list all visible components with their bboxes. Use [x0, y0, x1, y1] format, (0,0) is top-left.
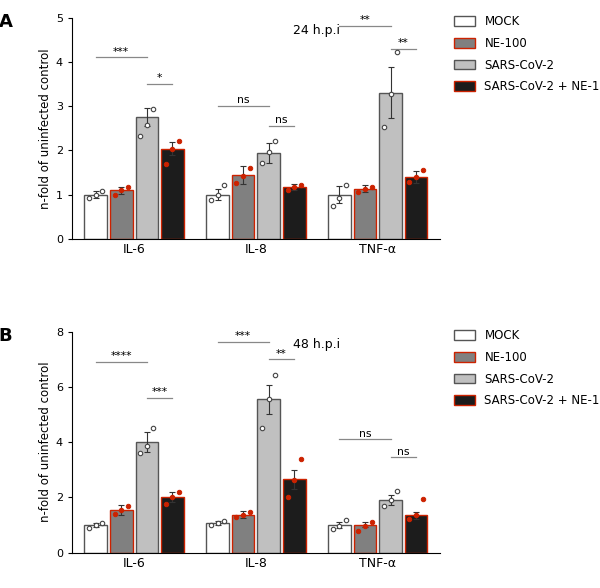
Text: ns: ns: [359, 429, 371, 439]
Bar: [161, 149, 184, 239]
Text: B: B: [0, 327, 12, 345]
Legend: MOCK, NE-100, SARS-CoV-2, SARS-CoV-2 + NE-100: MOCK, NE-100, SARS-CoV-2, SARS-CoV-2 + N…: [451, 326, 600, 410]
Bar: [110, 510, 133, 553]
Bar: [379, 500, 402, 553]
Text: **: **: [359, 15, 370, 25]
Bar: [85, 525, 107, 553]
Text: A: A: [0, 13, 13, 31]
Bar: [206, 195, 229, 239]
Bar: [161, 497, 184, 553]
Bar: [110, 190, 133, 239]
Text: *: *: [157, 74, 163, 83]
Legend: MOCK, NE-100, SARS-CoV-2, SARS-CoV-2 + NE-100: MOCK, NE-100, SARS-CoV-2, SARS-CoV-2 + N…: [451, 12, 600, 96]
Bar: [405, 177, 427, 239]
Bar: [353, 189, 376, 239]
Text: ***: ***: [235, 332, 251, 342]
Bar: [353, 524, 376, 553]
Bar: [405, 516, 427, 553]
Bar: [85, 195, 107, 239]
Text: 48 h.p.i: 48 h.p.i: [293, 338, 340, 351]
Bar: [328, 525, 350, 553]
Bar: [232, 175, 254, 239]
Bar: [257, 399, 280, 553]
Bar: [232, 514, 254, 553]
Bar: [136, 117, 158, 239]
Text: ***: ***: [152, 387, 168, 397]
Text: ****: ****: [110, 352, 132, 362]
Text: 24 h.p.i: 24 h.p.i: [293, 24, 340, 37]
Bar: [283, 479, 305, 553]
Text: **: **: [398, 38, 409, 48]
Bar: [206, 523, 229, 553]
Bar: [136, 442, 158, 553]
Text: ns: ns: [237, 95, 250, 105]
Y-axis label: n-fold of uninfected control: n-fold of uninfected control: [38, 362, 52, 523]
Text: **: **: [276, 349, 287, 359]
Bar: [328, 195, 350, 239]
Text: ns: ns: [397, 447, 410, 457]
Bar: [379, 93, 402, 239]
Text: ns: ns: [275, 115, 288, 125]
Y-axis label: n-fold of uninfected control: n-fold of uninfected control: [38, 48, 52, 209]
Bar: [257, 153, 280, 239]
Bar: [283, 187, 305, 239]
Text: ***: ***: [113, 47, 130, 57]
